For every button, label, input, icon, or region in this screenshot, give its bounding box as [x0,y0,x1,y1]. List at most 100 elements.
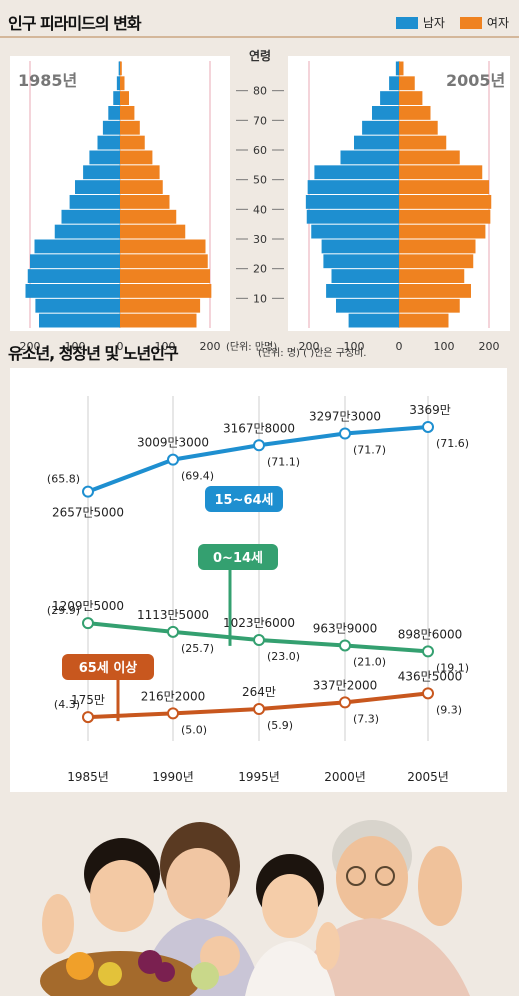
pyramid-1985-male-bar [39,313,120,328]
pyramid-2005-male-bar [305,195,399,209]
trend-value-label: 3297만3000 [309,409,381,423]
pyramid-1985-female-bar [120,209,177,224]
pyramid-1985-female-bar [120,76,125,91]
trend-point-0 [339,427,351,440]
pyramid-2005-x-tick: 200 [479,340,500,353]
trend-share-label: (7.3) [353,712,379,725]
pyramid-2005-female-bar [399,165,483,180]
trend-value-label: 337만2000 [313,678,377,692]
trend-share-label: (19.1) [436,661,469,674]
pyramid-2005-female-bar [399,254,474,269]
trend-year-label: 1995년 [238,770,280,784]
trend-point-0 [422,420,434,433]
trend-value-label: 3167만8000 [223,421,295,435]
pyramid-legend: 남자 여자 [395,14,509,31]
pyramid-1985-year-label: 1985년 [18,71,77,90]
pyramid-1985-x-tick: 0 [117,340,124,353]
trend-point-2 [422,687,434,700]
pyramid-1985-male-bar [116,76,120,91]
pyramid-2005-female-bar [399,239,476,254]
trend-point-1 [82,617,94,630]
pyramid-1985-female-bar [120,224,186,239]
pyramid-1985-female-bar [120,298,201,313]
pyramid-2005-male-bar [306,209,399,224]
pyramid-2005-female-bar [399,61,404,76]
trend-share-label: (71.1) [267,455,300,468]
pyramid-2005-female-bar [399,224,486,239]
pyramid-2005-male-bar [323,254,399,269]
trend-point-2 [253,703,265,716]
pyramid-1985-female-bar [120,180,163,194]
trend-year-label: 1990년 [152,770,194,784]
age-tick-label: 60 [253,144,267,157]
legend-female-swatch [459,16,482,29]
glasses-left [346,866,366,886]
pyramid-2005-female-bar [399,313,449,328]
trend-value-label: 3009만3000 [137,436,209,450]
trend-series-name-2: 65세 이상 [79,660,138,676]
pyramid-2005-female-bar [399,298,460,313]
pyramid-1985-male-bar [54,224,120,239]
legend-male-swatch [395,16,418,29]
trend-value-label: 436만5000 [398,669,462,683]
trend-point-0 [167,453,179,466]
trend-series-badge-0 [205,486,283,512]
pyramid-1985-female-bar [120,239,206,254]
trend-point-0 [253,439,265,452]
grapes-fruit-2 [155,962,175,982]
pyramid-2005-female-bar [399,135,447,150]
family-photo [0,796,519,996]
grandfather-hand [418,846,462,926]
pyramid-1985-male-bar [102,120,120,135]
trend-value-label: 264만 [242,685,276,699]
trend-share-label: (69.4) [181,470,214,483]
trend-share-label: (5.9) [267,719,293,732]
trend-unit: (단위: 명) ( )안은 구성비. [258,348,367,359]
trend-value-label: 1113만5000 [137,608,209,622]
pyramid-2005-male-bar [311,224,399,239]
trend-share-label: (65.8) [47,473,80,486]
age-tick-label: 80 [253,85,267,98]
pyramid-2005-female-bar [399,150,460,165]
girl-shirt [245,941,335,996]
pyramid-1985-male-bar [69,195,120,209]
pyramid-1985-x-tick: 100 [65,340,86,353]
pyramid-2005-male-bar [372,106,399,120]
legend-male-label: 남자 [422,16,445,30]
pyramid-1985-x-tick: 100 [155,340,176,353]
pyramid-1985-male-bar [89,150,120,165]
pyramid-2005-x-tick: 100 [344,340,365,353]
age-axis-label: 연령 [249,48,271,63]
pyramid-2005-x-tick: 200 [299,340,320,353]
pyramid-1985-female-bar [120,106,135,120]
girl-hand [316,922,340,970]
pyramid-2005-female-bar [399,209,491,224]
trend-share-label: (9.3) [436,703,462,716]
pyramid-2005-male-bar [331,269,399,283]
pyramid-1985-male-bar [61,209,120,224]
trend-point-0 [82,485,94,498]
trend-share-label: (71.7) [353,443,386,456]
age-tick-label: 10 [253,292,267,305]
age-tick-label: 20 [253,263,267,276]
age-tick-label: 40 [253,203,267,216]
pyramid-2005-x-tick: 0 [396,340,403,353]
pyramid-2005-male-bar [389,76,399,91]
pyramid-2005-year-label: 2005년 [446,71,505,90]
pyramid-1985-male-bar [25,284,120,298]
pyramid-2005-male-bar [348,313,399,328]
pyramid-2005-male-bar [321,239,399,254]
pyramid-1985-male-bar [97,135,120,150]
age-tick-label: 50 [253,174,267,187]
age-tick-label: 70 [253,114,267,127]
trend-point-2 [167,707,179,720]
trend-share-label: (4.3) [54,698,80,711]
trend-point-1 [167,625,179,638]
pyramid-2005-male-bar [354,135,399,150]
trend-series-badge-2 [62,654,154,680]
trend-share-label: (71.6) [436,437,469,450]
pyramid-2005-female-bar [399,120,438,135]
age-tick-label: 30 [253,233,267,246]
boy-face [90,860,154,932]
pyramid-title: 인구 피라미드의 변화 [8,14,142,33]
